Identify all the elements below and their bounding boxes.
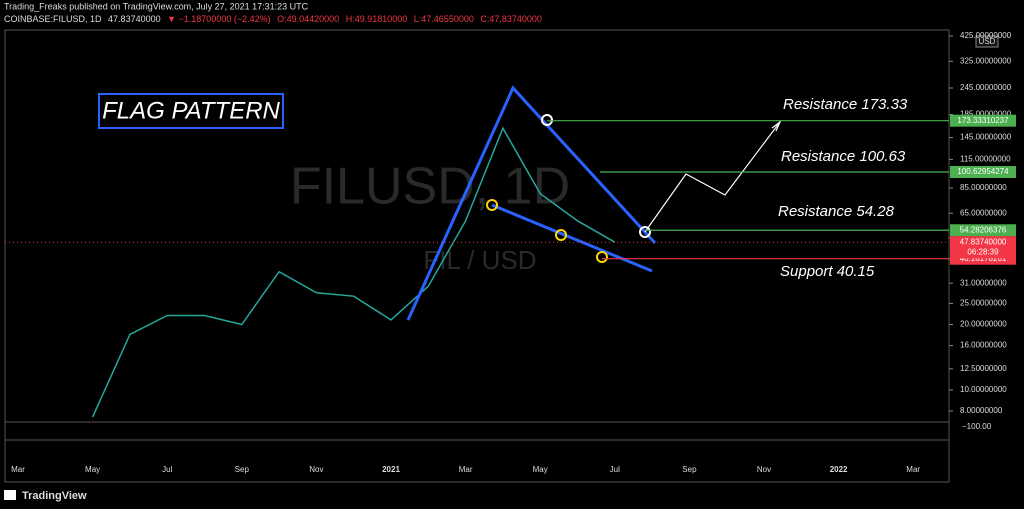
y-tick-label: 245.00000000 [960,83,1012,92]
touch-point [555,229,567,241]
last: 47.83740000 [108,14,161,24]
x-tick-label: Mar [906,465,920,474]
price-line [91,126,616,418]
x-tick-label: Jul [162,465,172,474]
x-tick-label: 2022 [830,465,848,474]
symbol: COINBASE:FILUSD, 1D [4,14,102,24]
y-tick-label: 20.00000000 [960,320,1007,329]
y-tick-label: 12.50000000 [960,364,1007,373]
touch-point [596,251,608,263]
y-tick-label: 325.00000000 [960,56,1012,65]
y-tick-label: 31.00000000 [960,278,1007,287]
close: C:47.83740000 [480,14,542,24]
title-box [98,93,284,129]
y-tick-label: 85.00000000 [960,183,1007,192]
level-note: Resistance 100.63 [781,148,906,165]
watermark-sub: FIL / USD [423,245,536,275]
y-tick-label: 185.00000000 [960,110,1012,119]
price-tag [950,166,1016,179]
drawings [406,85,782,321]
price-tag-label: 173.33310237 [957,116,1009,125]
flag-pole [406,85,657,321]
x-tick-label: Nov [309,465,323,474]
lower-pane-tick: −100.00 [962,422,992,431]
touch-point [639,226,651,238]
brand-logo [4,490,16,500]
x-tick-label: Sep [682,465,697,474]
last-price-tag [950,236,1016,259]
countdown: 06:28:39 [967,247,999,256]
y-tick-label: 8.00000000 [960,406,1003,415]
chart-title: FLAG PATTERN [102,97,280,124]
y-tick-label: 25.00000000 [960,299,1007,308]
touch-point [541,114,553,126]
publisher: Trading_Freaks published on TradingView.… [4,1,309,11]
touch-point [486,199,498,211]
change: ▼ −1.18700000 (−2.42%) [167,14,270,24]
level-note: Support 40.15 [780,263,875,280]
x-tick-label: Jul [610,465,620,474]
arrow-head [771,120,782,132]
y-tick-label: 65.00000000 [960,208,1007,217]
price-tag-label: 40.16178201 [960,254,1007,263]
frame [4,29,950,483]
price-tag-label: 54.28206376 [960,225,1007,234]
flag-bottom [491,203,653,273]
x-tick-label: Mar [459,465,473,474]
y-tick-label: 115.00000000 [960,155,1011,164]
price-tag [950,114,1016,127]
level-note: Resistance 54.28 [778,203,895,220]
low: L:47.46550000 [414,14,474,24]
brand: TradingView [22,490,87,502]
price-tag-label: 100.62954274 [957,167,1009,176]
projection [644,121,781,233]
currency-box [975,35,999,48]
last-price-label: 47.83740000 [960,237,1007,246]
y-tick-label: 145.00000000 [960,133,1012,142]
x-tick-label: May [85,465,100,474]
y-tick-label: 16.00000000 [960,341,1007,350]
level-note: Resistance 173.33 [783,96,908,113]
price-tag [950,224,1016,237]
currency: USD [979,37,996,46]
high: H:49.91810000 [346,14,408,24]
watermark: FILUSD, 1D [290,158,570,216]
x-tick-label: May [533,465,548,474]
x-tick-label: 2021 [382,465,400,474]
legend-line: COINBASE:FILUSD, 1D 47.83740000 ▼ −1.187… [4,14,542,24]
x-tick-label: Mar [11,465,25,474]
x-tick-label: Nov [757,465,771,474]
y-tick-label: 10.00000000 [960,385,1007,394]
y-tick-label: 425.00000000 [960,31,1012,40]
x-tick-label: Sep [235,465,250,474]
open: O:49.04420000 [277,14,339,24]
